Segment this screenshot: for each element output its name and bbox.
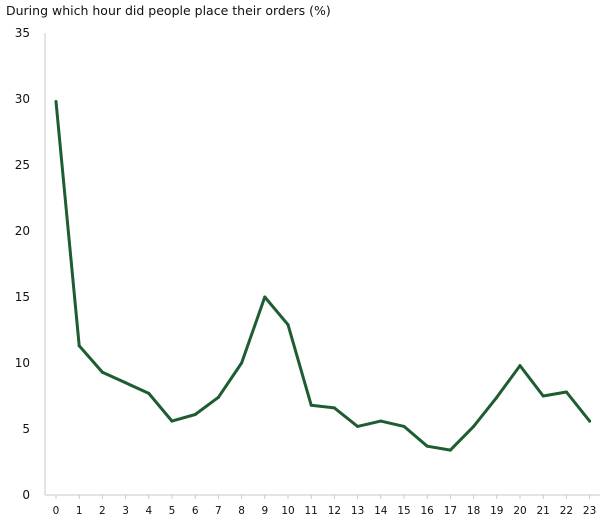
data-point: [379, 419, 383, 423]
y-tick-label: 15: [15, 290, 30, 304]
y-axis-ticks: 0 5 10 15 20 25 30 35: [15, 26, 30, 502]
x-tick-label: 15: [397, 505, 410, 517]
x-tick-label: 3: [122, 505, 129, 517]
x-tick-label: 10: [281, 505, 294, 517]
data-point: [425, 444, 429, 448]
data-point: [240, 361, 244, 365]
y-tick-label: 10: [15, 356, 30, 370]
y-tick-label: 5: [22, 422, 30, 436]
data-point: [541, 394, 545, 398]
data-point: [147, 391, 151, 395]
data-points: [54, 100, 592, 452]
data-point: [402, 424, 406, 428]
data-point: [518, 364, 522, 368]
data-point: [124, 381, 128, 385]
x-tick-label: 22: [560, 505, 573, 517]
data-point: [309, 403, 313, 407]
x-tick-label: 4: [145, 505, 152, 517]
data-point: [170, 419, 174, 423]
x-tick-label: 2: [99, 505, 106, 517]
x-tick-label: 13: [351, 505, 364, 517]
x-tick-label: 21: [537, 505, 550, 517]
data-point: [193, 412, 197, 416]
x-tick-label: 18: [467, 505, 480, 517]
x-tick-label: 14: [374, 505, 388, 517]
data-point: [216, 395, 220, 399]
x-tick-label: 16: [421, 505, 435, 517]
data-point: [588, 419, 592, 423]
y-tick-label: 30: [15, 92, 30, 106]
x-tick-label: 11: [305, 505, 318, 517]
data-point: [472, 424, 476, 428]
data-point: [286, 323, 290, 327]
x-tick-label: 17: [444, 505, 457, 517]
x-tick-label: 1: [76, 505, 83, 517]
data-point: [356, 424, 360, 428]
x-tick-label: 5: [169, 505, 176, 517]
data-point: [263, 295, 267, 299]
data-point: [495, 395, 499, 399]
series-line: [54, 100, 592, 452]
x-axis-ticks: 0 1 2 3 4 5 6 7 8 9 10 11 12 13 14 15 16 17 18 19 20 21 22 23: [53, 495, 596, 517]
y-tick-label: 35: [15, 26, 30, 40]
x-tick-label: 9: [261, 505, 268, 517]
x-tick-label: 8: [238, 505, 245, 517]
x-tick-label: 19: [490, 505, 503, 517]
y-tick-label: 25: [15, 158, 30, 172]
x-tick-label: 7: [215, 505, 222, 517]
x-tick-label: 20: [513, 505, 526, 517]
data-point: [564, 390, 568, 394]
data-point: [100, 370, 104, 374]
x-tick-label: 23: [583, 505, 596, 517]
chart-title: During which hour did people place their…: [6, 3, 331, 18]
data-point: [448, 448, 452, 452]
data-point: [77, 344, 81, 348]
x-tick-label: 0: [53, 505, 60, 517]
y-tick-label: 0: [22, 488, 30, 502]
x-tick-label: 12: [328, 505, 341, 517]
x-tick-label: 6: [192, 505, 199, 517]
data-point: [332, 406, 336, 410]
y-tick-label: 20: [15, 224, 30, 238]
data-point: [54, 100, 58, 104]
